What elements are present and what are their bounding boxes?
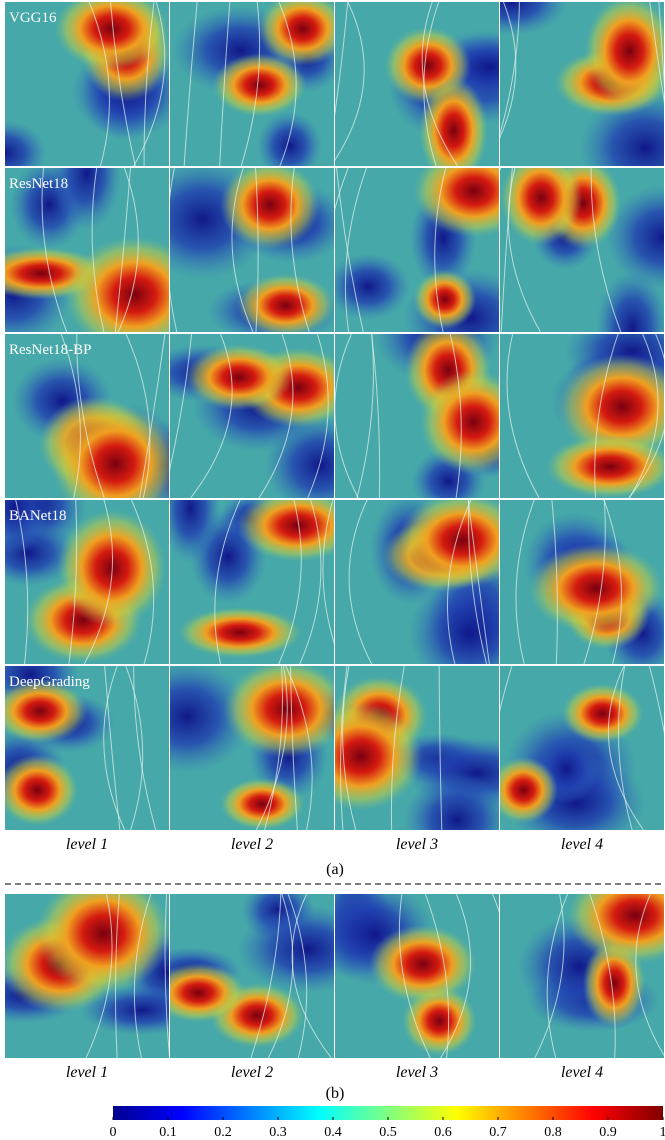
hot-region: [178, 607, 302, 658]
hot-region: [36, 874, 170, 994]
column-label: level 1: [66, 836, 108, 853]
heatmap: [0, 0, 186, 185]
column-label: level 3: [396, 836, 438, 853]
heatmap: [0, 637, 169, 830]
heatmap: [500, 309, 665, 499]
tick-label: 0.8: [544, 1125, 562, 1140]
row-label: BANet18: [9, 508, 67, 524]
column-label: level 3: [396, 1064, 438, 1081]
hot-region: [489, 757, 558, 824]
hot-region: [220, 160, 320, 249]
row-label: DeepGrading: [9, 674, 90, 690]
heatmap: [310, 866, 513, 1058]
heatmap: [484, 666, 665, 850]
tick-label: 0.9: [599, 1125, 617, 1140]
row-label: ResNet18: [9, 176, 68, 192]
tick-label: 0.5: [379, 1125, 397, 1140]
heatmap: [170, 0, 347, 181]
column-label: level 4: [561, 836, 603, 853]
heatmap: [500, 867, 665, 1058]
panel-label: (b): [326, 1085, 345, 1102]
row-label: VGG16: [9, 10, 57, 26]
column-label: level 4: [561, 1064, 603, 1081]
hot-region: [220, 778, 305, 830]
hot-region: [369, 925, 476, 1003]
panel-label: (a): [326, 861, 344, 878]
hot-region: [224, 660, 349, 758]
column-label: level 2: [231, 836, 273, 853]
column-label: level 2: [231, 1064, 273, 1081]
tick-label: 0.1: [159, 1125, 177, 1140]
tick-label: 0: [110, 1125, 117, 1140]
cold-region: [327, 253, 410, 320]
tick-label: 1: [660, 1125, 665, 1140]
tick-label: 0.6: [434, 1125, 452, 1140]
column-label: level 1: [66, 1064, 108, 1081]
tick-label: 0.4: [324, 1125, 342, 1140]
tick-label: 0.2: [214, 1125, 232, 1140]
hot-region: [413, 270, 476, 330]
hot-region: [0, 755, 78, 826]
row-label: ResNet18-BP: [9, 342, 92, 358]
heatmap: [500, 500, 665, 678]
tick-label: 0.3: [269, 1125, 287, 1140]
tick-label: 0.7: [489, 1125, 507, 1140]
figure: (a) (b) VGG16 ResNet18 ResNet18-BP BANet18 D…: [0, 0, 665, 1140]
hot-region: [185, 344, 292, 410]
hot-region: [562, 684, 644, 744]
